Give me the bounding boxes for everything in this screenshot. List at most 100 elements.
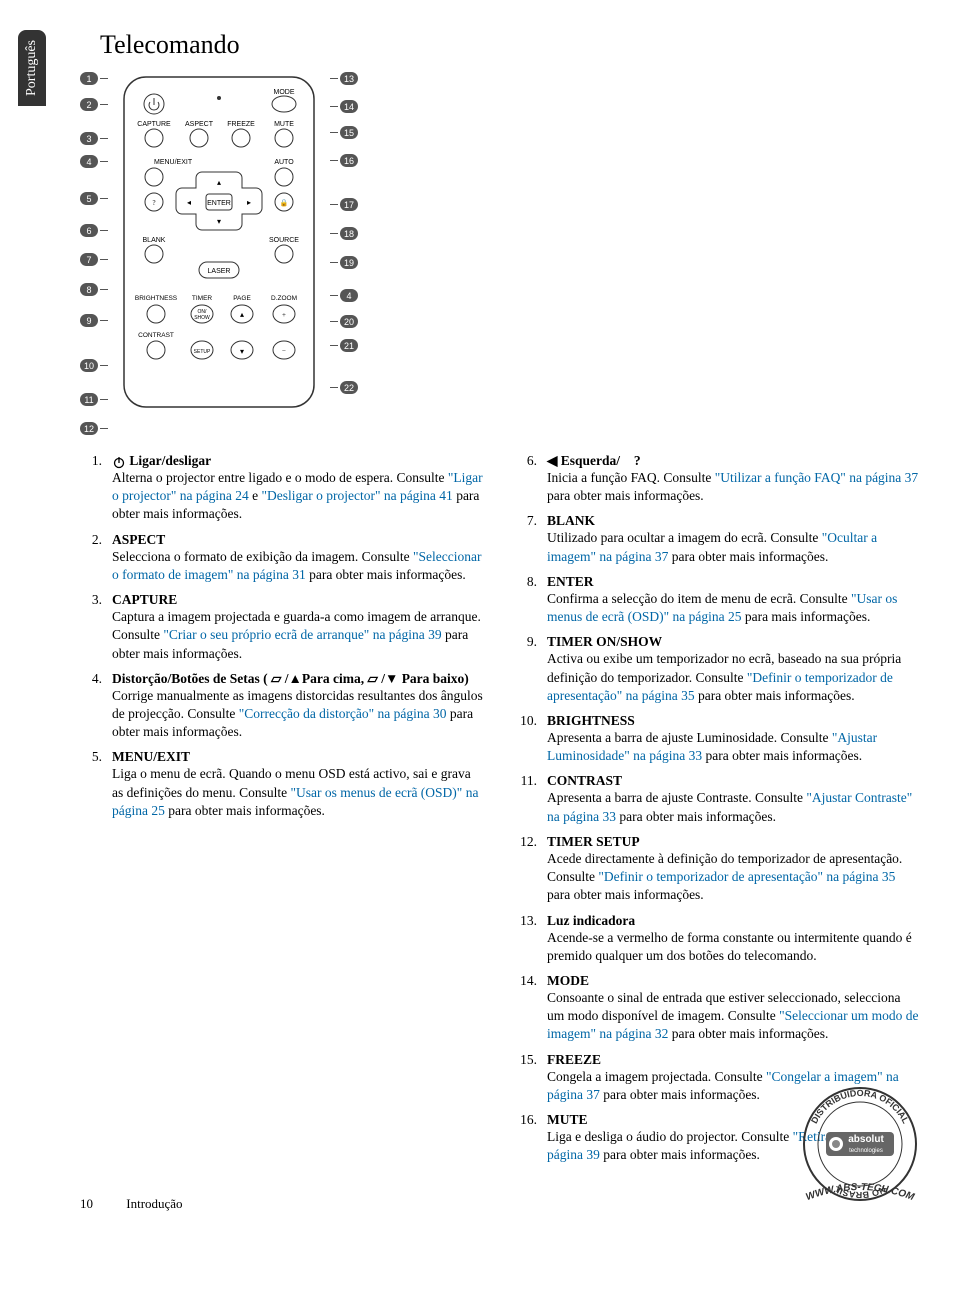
entry-11: 11.CONTRASTApresenta a barra de ajuste C…: [515, 773, 920, 825]
entry-13: 13.Luz indicadoraAcende-se a vermelho de…: [515, 913, 920, 965]
doc-link[interactable]: "Utilizar a função FAQ" na página 37: [715, 470, 918, 485]
entry-description: Confirma a selecção do item de menu de e…: [547, 590, 920, 626]
entry-number: 15.: [515, 1052, 537, 1104]
svg-text:LASER: LASER: [208, 268, 231, 275]
entry-description: Liga o menu de ecrã. Quando o menu OSD e…: [112, 765, 485, 820]
svg-text:D.ZOOM: D.ZOOM: [271, 295, 297, 302]
doc-link[interactable]: "Definir o temporizador de apresentação"…: [598, 869, 895, 884]
entry-title: CAPTURE: [112, 592, 485, 608]
doc-link[interactable]: "Criar o seu próprio ecrã de arranque" n…: [163, 627, 441, 642]
svg-text:◂: ◂: [187, 198, 191, 207]
callout-20: 20: [330, 315, 358, 328]
entry-title: Distorção/Botões de Setas ( ▱ /▲Para cim…: [112, 671, 485, 687]
entry-5: 5.MENU/EXITLiga o menu de ecrã. Quando o…: [80, 749, 485, 820]
entry-2: 2.ASPECTSelecciona o formato de exibição…: [80, 532, 485, 584]
entry-number: 3.: [80, 592, 102, 663]
svg-text:▸: ▸: [247, 198, 251, 207]
entry-number: 7.: [515, 513, 537, 565]
entry-title: TIMER SETUP: [547, 834, 920, 850]
entry-title: BLANK: [547, 513, 920, 529]
doc-link[interactable]: "Correcção da distorção" na página 30: [239, 706, 447, 721]
svg-text:?: ?: [152, 199, 155, 207]
entry-title: MODE: [547, 973, 920, 989]
entry-description: Selecciona o formato de exibição da imag…: [112, 548, 485, 584]
callout-3: 3: [80, 132, 108, 145]
section-name: Introdução: [126, 1196, 182, 1211]
svg-text:technologies: technologies: [849, 1148, 883, 1154]
description-column-right: 6.◀ Esquerda/ ⃝?Inicia a função FAQ. Con…: [515, 453, 920, 1172]
callout-8: 8: [80, 283, 108, 296]
entry-description: Acende-se a vermelho de forma constante …: [547, 929, 920, 965]
callout-11: 11: [80, 393, 108, 406]
entry-number: 9.: [515, 634, 537, 705]
svg-text:▴: ▴: [240, 310, 244, 319]
callout-4: 4: [80, 155, 108, 168]
svg-text:−: −: [282, 347, 286, 355]
svg-text:absolut: absolut: [848, 1134, 884, 1145]
svg-text:🔒: 🔒: [280, 199, 289, 207]
entry-number: 16.: [515, 1112, 537, 1164]
svg-text:▾: ▾: [240, 347, 244, 356]
svg-text:AUTO: AUTO: [274, 159, 294, 166]
entry-number: 14.: [515, 973, 537, 1044]
entry-description: Acede directamente à definição do tempor…: [547, 850, 920, 905]
svg-text:CAPTURE: CAPTURE: [137, 121, 171, 128]
remote-diagram: MODE CAPTURE ASPECT FREEZE MUTE MENU/EXI…: [114, 72, 324, 412]
entry-number: 1.: [80, 453, 102, 524]
entry-1: 1. Ligar/desligarAlterna o projector ent…: [80, 453, 485, 524]
callout-9: 9: [80, 314, 108, 327]
callout-21: 21: [330, 339, 358, 352]
svg-text:MODE: MODE: [274, 89, 295, 96]
callout-7: 7: [80, 253, 108, 266]
svg-text:MUTE: MUTE: [274, 121, 294, 128]
callouts-left: 123456789101112: [80, 72, 108, 435]
entry-title: CONTRAST: [547, 773, 920, 789]
svg-text:BLANK: BLANK: [143, 237, 166, 244]
callout-6: 6: [80, 224, 108, 237]
doc-link[interactable]: "Desligar o projector" na página 41: [261, 488, 452, 503]
callout-14: 14: [330, 100, 358, 113]
svg-text:SHOW: SHOW: [194, 315, 210, 321]
entry-title: BRIGHTNESS: [547, 713, 920, 729]
callout-19: 19: [330, 256, 358, 269]
page-title: Telecomando: [100, 30, 920, 60]
entry-description: Alterna o projector entre ligado e o mod…: [112, 469, 485, 524]
callout-17: 17: [330, 198, 358, 211]
callout-1: 1: [80, 72, 108, 85]
entry-number: 10.: [515, 713, 537, 765]
entry-title: MENU/EXIT: [112, 749, 485, 765]
svg-text:CONTRAST: CONTRAST: [138, 332, 174, 339]
entry-number: 11.: [515, 773, 537, 825]
entry-description: Captura a imagem projectada e guarda-a c…: [112, 608, 485, 663]
svg-text:+: +: [282, 311, 286, 319]
svg-text:SOURCE: SOURCE: [269, 237, 299, 244]
entry-title: TIMER ON/SHOW: [547, 634, 920, 650]
svg-text:SETUP: SETUP: [194, 349, 211, 355]
svg-text:▾: ▾: [217, 217, 221, 226]
entry-title: Ligar/desligar: [112, 453, 485, 469]
callout-5: 5: [80, 192, 108, 205]
svg-text:ENTER: ENTER: [207, 200, 231, 207]
svg-text:DISTRIBUIDORA OFICIAL: DISTRIBUIDORA OFICIAL: [809, 1088, 911, 1126]
entry-title: FREEZE: [547, 1052, 920, 1068]
svg-text:MENU/EXIT: MENU/EXIT: [154, 159, 193, 166]
entry-12: 12.TIMER SETUPAcede directamente à defin…: [515, 834, 920, 905]
page-number: 10: [80, 1196, 93, 1211]
entry-9: 9.TIMER ON/SHOWActiva ou exibe um tempor…: [515, 634, 920, 705]
callout-18: 18: [330, 227, 358, 240]
description-column-left: 1. Ligar/desligarAlterna o projector ent…: [80, 453, 485, 1172]
callout-15: 15: [330, 126, 358, 139]
svg-text:ASPECT: ASPECT: [185, 121, 214, 128]
entry-10: 10.BRIGHTNESSApresenta a barra de ajuste…: [515, 713, 920, 765]
callout-4: 4: [330, 289, 358, 302]
callout-22: 22: [330, 381, 358, 394]
entry-title: Luz indicadora: [547, 913, 920, 929]
callout-10: 10: [80, 359, 108, 372]
remote-figure: 123456789101112 MODE CAPTURE ASPECT FREE…: [80, 72, 920, 435]
callout-16: 16: [330, 154, 358, 167]
entry-description: Corrige manualmente as imagens distorcid…: [112, 687, 485, 742]
entry-4: 4.Distorção/Botões de Setas ( ▱ /▲Para c…: [80, 671, 485, 742]
entry-number: 6.: [515, 453, 537, 505]
language-tab: Português: [18, 30, 46, 106]
svg-text:TIMER: TIMER: [192, 295, 213, 302]
